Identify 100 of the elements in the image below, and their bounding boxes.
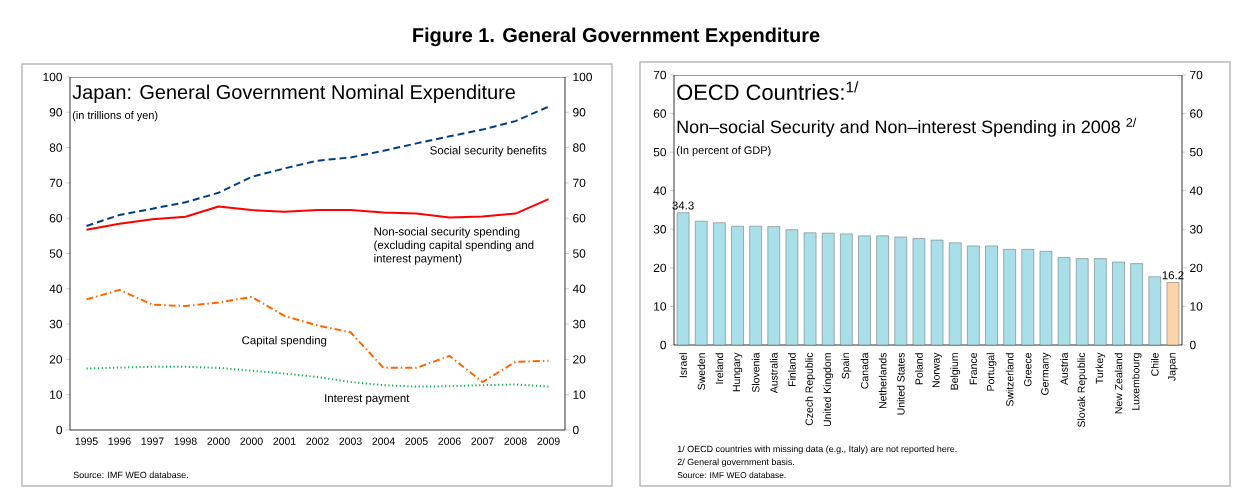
- x-tick-label: Chile: [1150, 352, 1159, 376]
- x-tick-label: Ireland: [715, 353, 724, 384]
- bar: [785, 229, 799, 346]
- bar: [694, 220, 708, 346]
- bar: [876, 235, 889, 346]
- x-tick-label: Sweden: [697, 353, 706, 390]
- y2-tick-label: 100: [573, 72, 592, 82]
- x-tick-label: Germany: [1041, 352, 1051, 395]
- bar: [1021, 249, 1035, 346]
- bar: [858, 235, 871, 346]
- x-tick-label: Spain: [841, 353, 852, 379]
- y2-tick-label: 30: [572, 319, 586, 329]
- x-tick-label: Belgium: [950, 353, 961, 390]
- x-tick-label: Poland: [915, 353, 923, 385]
- x-tick-label: Netherlands: [878, 352, 887, 409]
- x-tick-label: 2000: [207, 437, 230, 445]
- y-tick-label: 80: [49, 143, 63, 152]
- bar: [985, 245, 998, 346]
- x-tick-label: United Kingdom: [823, 353, 834, 427]
- y2-tick-label: 70: [653, 70, 667, 80]
- data-label: 34.3: [672, 201, 694, 210]
- y-tick-label: 70: [1190, 70, 1203, 80]
- bar: [840, 233, 853, 346]
- x-tick-label: Austria: [1060, 352, 1068, 386]
- x-tick-label: Turkey: [1095, 352, 1106, 384]
- x-tick-label: Greece: [1024, 352, 1032, 387]
- bar: [1039, 251, 1053, 346]
- y2-tick-label: 40: [653, 186, 667, 195]
- y2-tick-label: 70: [573, 178, 586, 188]
- series-label: Non-social security spending (excluding capital spending and interest payment): [374, 227, 534, 265]
- y-tick-label: 90: [49, 108, 63, 117]
- series-label: Social security benefits: [430, 145, 547, 157]
- x-tick-label: 2004: [372, 437, 395, 445]
- series-label: Interest payment: [325, 394, 410, 405]
- chart-subtitle: Japan: General Government Nominal Expenditure: [72, 84, 515, 104]
- x-tick-label: Finland: [788, 353, 796, 386]
- y-tick-label: 30: [1189, 225, 1203, 234]
- y2-tick-label: 50: [573, 249, 586, 258]
- bar: [803, 232, 817, 346]
- x-tick-label: Australia: [769, 352, 778, 394]
- y2-tick-label: 80: [573, 143, 586, 152]
- x-tick-label: Luxembourg: [1131, 353, 1142, 410]
- bar: [713, 222, 726, 346]
- x-tick-label: Norway: [932, 352, 942, 388]
- x-tick-label: 2009: [537, 437, 560, 445]
- bar: [894, 236, 908, 346]
- bar: [767, 226, 781, 346]
- x-tick-label: Japan: [1168, 353, 1178, 381]
- y-tick-label: 20: [1190, 263, 1203, 273]
- x-tick-label: New Zealand: [1114, 353, 1123, 414]
- x-tick-label: 1996: [108, 437, 131, 445]
- bar: [1130, 263, 1143, 346]
- bar: [1003, 249, 1016, 346]
- source-note: Source: IMF WEO database.: [73, 471, 188, 479]
- annotation: (in trillions of yen): [72, 110, 158, 122]
- x-tick-label: 2007: [471, 437, 494, 445]
- y-tick-label: 10: [1190, 302, 1203, 311]
- x-tick-label: 2001: [273, 437, 296, 445]
- bar: [731, 225, 744, 346]
- line-series: [85, 105, 550, 227]
- bar: [749, 225, 762, 346]
- x-tick-label: 1997: [141, 437, 164, 445]
- x-tick-label: United States: [896, 352, 905, 415]
- y-tick-label: 50: [49, 249, 63, 258]
- series-label: Capital spending: [242, 335, 327, 347]
- bar: [948, 242, 962, 346]
- x-tick-label: Slovenia: [751, 352, 760, 393]
- x-tick-label: Hungary: [732, 352, 743, 392]
- x-tick-label: 2000: [240, 437, 263, 445]
- y-tick-label: 100: [43, 72, 63, 82]
- y2-tick-label: 40: [572, 284, 586, 294]
- y-tick-label: 40: [49, 284, 63, 294]
- text: 1/ OECD countries with missing data (e.g., Italy) are not reported here.: [677, 445, 957, 454]
- y-tick-label: 20: [49, 355, 63, 364]
- data-label: 16.2: [1162, 271, 1184, 280]
- chart-title: OECD Countries:$^{1/}$: [677, 81, 859, 101]
- x-tick-label: 1998: [174, 437, 197, 445]
- y2-tick-label: 20: [653, 263, 667, 273]
- y-tick-label: 60: [1190, 109, 1203, 118]
- y2-tick-label: 50: [653, 147, 667, 157]
- y2-tick-label: 60: [573, 213, 586, 223]
- source-note: Source: IMF WEO database.: [677, 471, 786, 479]
- x-tick-label: 2005: [405, 437, 428, 445]
- y-tick-label: 0: [1189, 340, 1196, 350]
- y2-tick-label: 60: [653, 109, 667, 118]
- bar: [967, 245, 980, 346]
- x-tick-label: Canada: [860, 352, 869, 389]
- text: Non–social Security and Non–interest Spending in 2008 $^{2/}$: [677, 117, 1137, 137]
- line-series: [85, 288, 550, 383]
- x-tick-label: 2006: [438, 437, 461, 445]
- y2-tick-label: 0: [572, 425, 579, 435]
- y2-tick-label: 30: [653, 225, 667, 234]
- y2-tick-label: 0: [660, 340, 667, 350]
- x-tick-label: 2008: [504, 437, 527, 445]
- y-tick-label: 0: [56, 425, 63, 435]
- bar: [1112, 261, 1125, 346]
- text: 2/ General government basis.: [677, 458, 794, 467]
- y-tick-label: 70: [49, 178, 63, 188]
- bar: [676, 212, 690, 346]
- y-tick-label: 60: [49, 213, 63, 223]
